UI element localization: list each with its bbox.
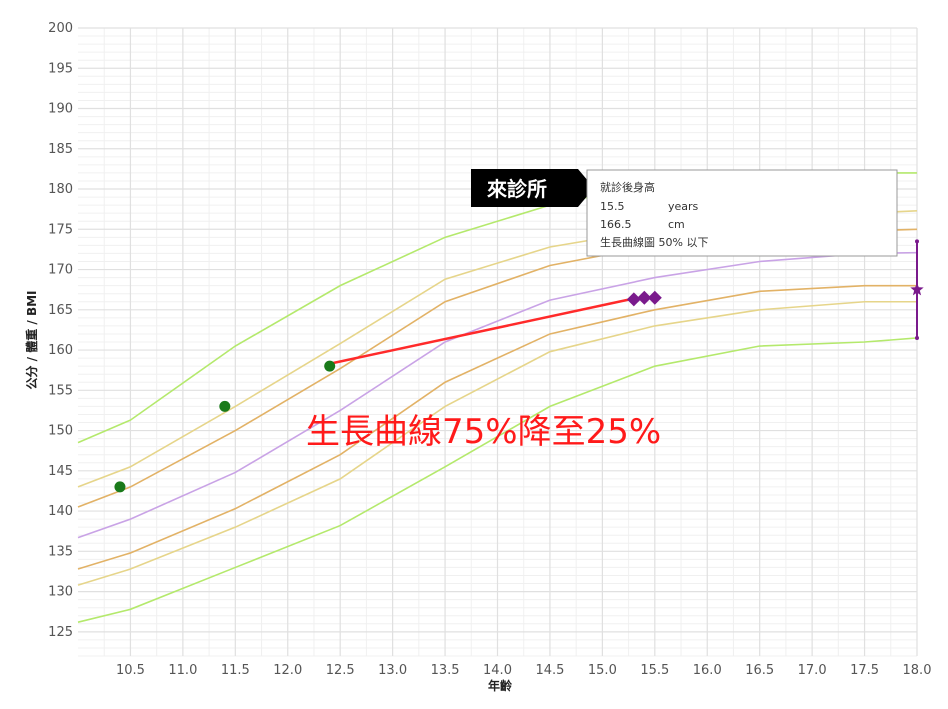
tooltip: 就診後身高 15.5 years 166.5 cm 生長曲線圖 50% 以下 [586, 169, 898, 257]
tooltip-age-value: 15.5 [600, 200, 625, 213]
percentile-curve [77, 251, 918, 539]
y-tick-label: 170 [48, 263, 73, 278]
y-tick-label: 145 [48, 464, 73, 479]
x-tick-label: 13.5 [431, 663, 460, 678]
tooltip-height-unit: cm [668, 218, 685, 231]
x-tick-label: 11.0 [168, 663, 197, 678]
x-tick-label: 11.5 [221, 663, 250, 678]
y-tick-label: 125 [48, 625, 73, 640]
x-tick-label: 14.0 [483, 663, 512, 678]
y-tick-label: 130 [48, 585, 73, 600]
target-range-cap [915, 335, 919, 340]
annotation-text: 生長曲線75%降至25% [306, 412, 661, 452]
y-tick-label: 155 [48, 383, 73, 398]
x-tick-label: 18.0 [903, 663, 932, 678]
visit-label-box [471, 169, 594, 207]
visit-label: 來診所 [487, 177, 547, 201]
x-tick-label: 16.5 [745, 663, 774, 678]
visit-callout: 來診所 [471, 169, 594, 207]
target-range-cap [915, 239, 919, 244]
recent-measurement-point [626, 292, 641, 307]
y-tick-label: 135 [48, 544, 73, 559]
measurement-point [324, 360, 336, 372]
tooltip-percentile: 生長曲線圖 50% 以下 [600, 235, 708, 249]
y-axis-title: 公分 / 體重 / BMI [24, 290, 39, 389]
tooltip-title: 就診後身高 [600, 180, 655, 194]
percentile-curve [77, 337, 918, 623]
x-tick-label: 15.5 [640, 663, 669, 678]
y-tick-label: 140 [48, 504, 73, 519]
x-tick-label: 17.5 [850, 663, 879, 678]
percentile-curve [77, 284, 917, 570]
y-tick-labels: 125 130 135 140 145 150 155 160 165 170 175 180 185 1… [48, 21, 73, 640]
y-tick-label: 200 [48, 21, 73, 36]
trend-line [329, 297, 635, 365]
y-tick-label: 185 [48, 142, 73, 157]
recent-measurement-point [647, 290, 662, 305]
x-tick-label: 16.0 [693, 663, 722, 678]
x-tick-label: 14.5 [535, 663, 564, 678]
tooltip-age-unit: years [668, 200, 699, 213]
tooltip-box [586, 169, 898, 257]
measurement-point [219, 400, 231, 412]
y-tick-label: 190 [48, 102, 73, 117]
percentile-curve [77, 300, 917, 586]
x-tick-label: 10.5 [116, 663, 145, 678]
x-tick-label: 17.0 [798, 663, 827, 678]
data-markers [114, 239, 924, 493]
grid [78, 27, 918, 657]
x-tick-label: 15.0 [588, 663, 617, 678]
recent-measurement-point [637, 290, 652, 305]
x-axis-title: 年齡 [488, 678, 512, 693]
y-tick-label: 165 [48, 303, 73, 318]
x-tick-label: 12.5 [326, 663, 355, 678]
x-tick-labels: 10.5 11.0 11.5 12.0 12.5 13.0 13.5 14.0 14.5 15.0… [116, 663, 932, 678]
measurement-point [114, 481, 126, 493]
y-tick-label: 180 [48, 182, 73, 197]
y-tick-label: 175 [48, 222, 73, 237]
tooltip-height-value: 166.5 [600, 218, 632, 231]
x-tick-label: 12.0 [273, 663, 302, 678]
x-tick-label: 13.0 [378, 663, 407, 678]
y-tick-label: 160 [48, 343, 73, 358]
target-height-star [910, 282, 924, 296]
y-tick-label: 150 [48, 424, 73, 439]
y-tick-label: 195 [48, 61, 73, 76]
